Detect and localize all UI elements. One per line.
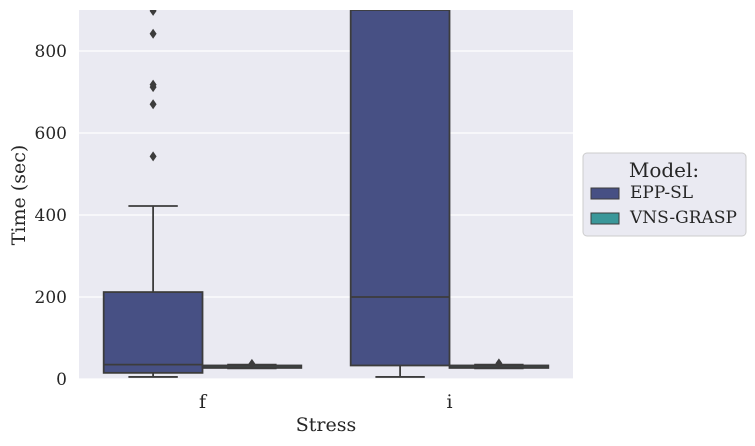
- legend-frame: [582, 152, 747, 237]
- legend-title: Model:: [629, 158, 699, 182]
- outlier-epp-sl: [149, 79, 157, 90]
- box-epp-sl-i: [349, 10, 451, 367]
- box-epp-sl-f: [102, 291, 204, 374]
- y-tick-label: 800: [35, 42, 67, 62]
- outlier-epp-sl: [149, 99, 157, 110]
- x-tick-label: i: [446, 391, 452, 413]
- x-axis-label: Stress: [296, 414, 356, 436]
- y-tick-label: 0: [56, 370, 67, 390]
- legend-label-vns-grasp: VNS-GRASP: [629, 208, 737, 228]
- y-tick-label: 600: [35, 124, 67, 144]
- outlier-vns-grasp: [495, 358, 503, 369]
- legend: Model: EPP-SL VNS-GRASP: [582, 152, 747, 237]
- y-tick-label: 400: [35, 206, 67, 226]
- legend-label-epp-sl: EPP-SL: [630, 183, 693, 203]
- legend-swatch-vns-grasp: [590, 212, 620, 225]
- outlier-epp-sl: [150, 10, 157, 15]
- legend-swatch-epp-sl: [590, 187, 620, 200]
- y-tick-label: 200: [35, 288, 67, 308]
- outlier-vns-grasp: [248, 358, 256, 369]
- outlier-epp-sl: [149, 151, 157, 162]
- y-axis-ticks: 0 200 400 600 800: [35, 42, 67, 390]
- x-tick-label: f: [199, 391, 208, 413]
- y-axis-label: Time (sec): [8, 145, 30, 246]
- outlier-epp-sl: [149, 28, 157, 39]
- box-series: [102, 10, 550, 378]
